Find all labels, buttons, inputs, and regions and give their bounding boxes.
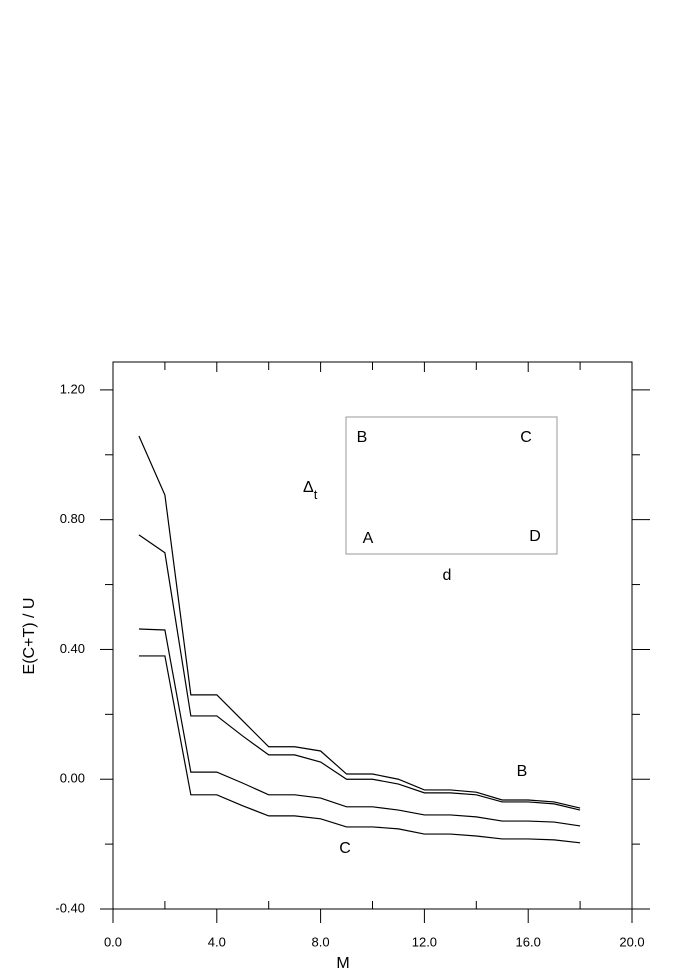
x-tick-label: 0.0 — [104, 934, 122, 949]
x-tick-label: 8.0 — [312, 934, 330, 949]
inset-label: A — [363, 530, 374, 547]
inset-width-label: d — [443, 567, 452, 584]
x-axis-label: M — [336, 955, 349, 972]
data-line — [138, 655, 581, 844]
data-line — [138, 534, 581, 811]
inset-label: D — [529, 528, 541, 545]
x-tick-label: 16.0 — [516, 934, 541, 949]
delta: Δ — [303, 479, 314, 496]
x-tick-label: 12.0 — [412, 934, 437, 949]
x-tick-label: 4.0 — [208, 934, 226, 949]
y-tick-label: 0.80 — [60, 511, 85, 526]
annotation: C — [339, 840, 351, 857]
y-axis-label: E(C+T) / U — [21, 598, 38, 675]
y-tick-label: 0.40 — [60, 641, 85, 656]
subscript: t — [314, 487, 318, 502]
data-line — [138, 435, 581, 809]
y-tick-label: 1.20 — [60, 381, 85, 396]
inset-box — [345, 416, 558, 555]
inset-height-label: Δt — [303, 479, 318, 502]
data-line — [138, 628, 581, 827]
inset-label: C — [520, 429, 532, 446]
y-tick-label: -0.40 — [55, 900, 85, 915]
x-tick-label: 20.0 — [619, 934, 644, 949]
inset-label: B — [357, 429, 368, 446]
y-tick-label: 0.00 — [60, 771, 85, 786]
annotation: B — [517, 763, 528, 780]
